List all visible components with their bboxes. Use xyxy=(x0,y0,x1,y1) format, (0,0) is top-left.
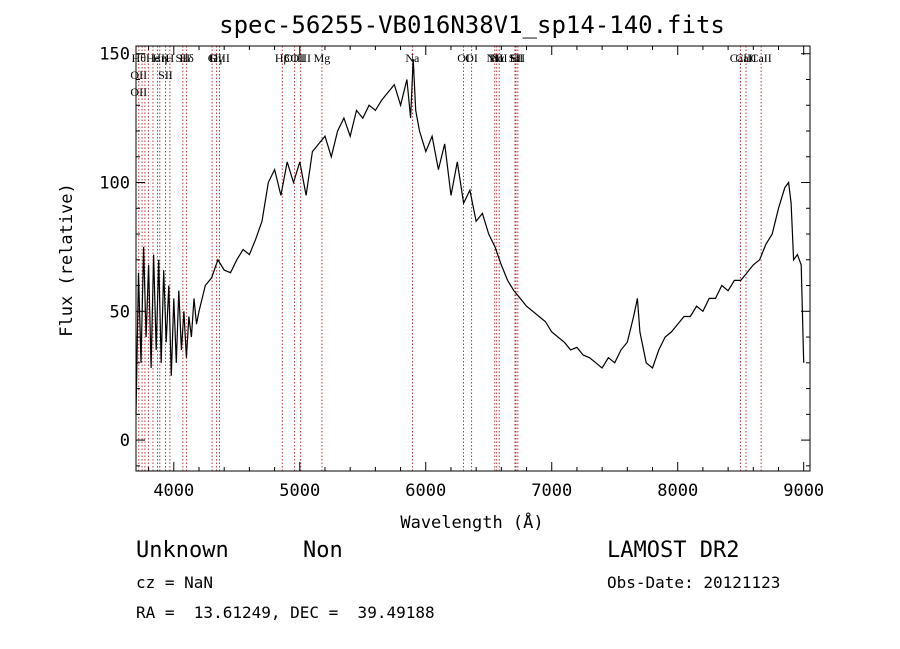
x-axis-ticks: 4000 5000 6000 7000 8000 9000 xyxy=(148,46,824,501)
spectral-line-label: NII xyxy=(486,51,503,65)
x-axis-label: Wavelength (Å) xyxy=(400,511,543,533)
spectral-line-label: H xyxy=(166,51,175,65)
spectral-line-label: Na xyxy=(405,51,420,65)
spectrum-line xyxy=(135,58,805,415)
x-tick-label: 7000 xyxy=(531,481,572,501)
object-class: Unknown xyxy=(136,538,229,563)
y-tick-label: 50 xyxy=(110,302,130,322)
ra-dec-coordinates: RA = 13.61249, DEC = 39.49188 xyxy=(136,603,435,622)
spectral-line-label: CaII xyxy=(750,51,771,65)
spectral-line-label: CaII xyxy=(730,51,751,65)
chart-title: spec-56255-VB016N38V1_sp14-140.fits xyxy=(219,11,725,39)
spectral-line-label: Hη xyxy=(152,51,167,65)
spectral-line-label: Hθ xyxy=(132,51,147,65)
y-axis-ticks: 0 50 100 150 xyxy=(99,45,810,467)
spectral-line-label: CaII xyxy=(735,51,756,65)
spectral-line-label: K xyxy=(161,51,170,65)
y-tick-label: 100 xyxy=(99,174,130,194)
spectral-line-label: Li xyxy=(510,51,521,65)
spectral-line-label: OIII xyxy=(290,51,311,65)
spectral-line-label: OI xyxy=(457,51,470,65)
spectral-line-label: OIII xyxy=(209,51,230,65)
y-tick-label: 0 xyxy=(120,431,130,451)
spectral-line-markers xyxy=(138,46,762,471)
redshift-cz: cz = NaN xyxy=(136,573,214,592)
spectral-line-label: He xyxy=(146,51,160,65)
x-tick-label: 6000 xyxy=(405,481,446,501)
spectral-line-label: Hδ xyxy=(179,51,194,65)
spectral-line-label: OI xyxy=(465,51,478,65)
spectral-line-label: G xyxy=(208,51,217,65)
spectral-line-label: SII xyxy=(509,51,524,65)
x-tick-label: 9000 xyxy=(783,481,824,501)
plot-frame xyxy=(135,45,811,472)
x-tick-label: 8000 xyxy=(657,481,698,501)
observation-date: Obs-Date: 20121123 xyxy=(607,573,781,592)
spectral-line-label: Hγ xyxy=(210,51,225,65)
y-tick-label: 150 xyxy=(99,45,130,65)
spectral-line-label: NII xyxy=(491,51,508,65)
spectral-line-label: Hα xyxy=(489,51,505,65)
x-tick-label: 5000 xyxy=(279,481,320,501)
spectral-line-label: Hβ xyxy=(275,51,290,65)
spectral-line-label: SII xyxy=(176,51,191,65)
spectral-line-label: OII xyxy=(130,85,147,99)
survey-name: LAMOST DR2 xyxy=(607,538,740,563)
object-subclass: Non xyxy=(303,538,343,563)
x-tick-label: 4000 xyxy=(153,481,194,501)
spectral-line-label: Mg xyxy=(314,51,331,65)
spectral-line-label: SII xyxy=(511,51,526,65)
spectral-line-label: SII xyxy=(158,68,173,82)
y-axis-label: Flux (relative) xyxy=(57,183,77,337)
spectral-line-label: OII xyxy=(130,68,147,82)
